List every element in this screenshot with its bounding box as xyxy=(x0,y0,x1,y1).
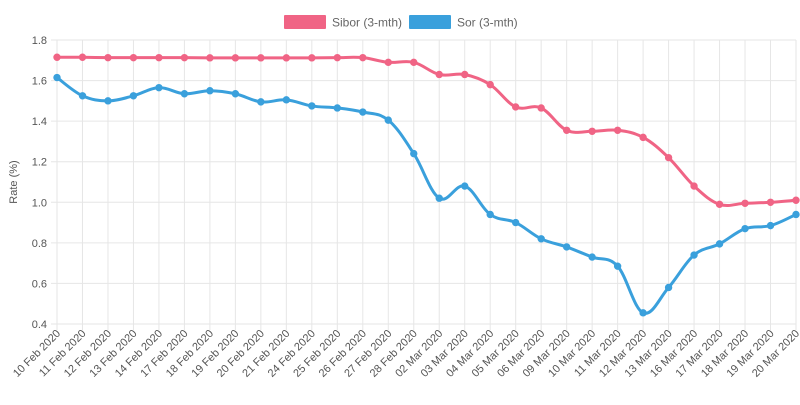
data-point-sibor[interactable] xyxy=(613,126,622,134)
data-point-sibor[interactable] xyxy=(435,70,443,79)
data-point-sibor[interactable] xyxy=(155,53,163,62)
data-point-sor[interactable] xyxy=(486,210,494,219)
data-point-sibor[interactable] xyxy=(257,54,265,62)
data-point-sibor[interactable] xyxy=(562,126,571,134)
data-point-sor[interactable] xyxy=(282,96,291,104)
data-point-sibor[interactable] xyxy=(511,103,520,111)
y-tick-label: 0.4 xyxy=(32,319,47,331)
legend-swatch-sor xyxy=(409,15,451,29)
data-point-sibor[interactable] xyxy=(410,58,418,67)
y-tick-label: 1.8 xyxy=(32,35,47,47)
series-sor xyxy=(53,73,800,317)
data-point-sibor[interactable] xyxy=(486,80,494,89)
series-line-sibor xyxy=(55,55,798,208)
data-point-sibor[interactable] xyxy=(333,53,342,62)
data-point-sor[interactable] xyxy=(537,235,545,243)
data-point-sor[interactable] xyxy=(562,243,571,251)
legend-item-sor[interactable]: Sor (3-mth) xyxy=(409,15,518,30)
y-tick-label: 1.0 xyxy=(32,197,47,209)
series-layer xyxy=(53,53,800,317)
data-point-sor[interactable] xyxy=(766,221,775,230)
data-point-sor[interactable] xyxy=(741,224,749,233)
data-point-sibor[interactable] xyxy=(384,58,392,67)
data-point-sor[interactable] xyxy=(384,116,392,124)
data-point-sibor[interactable] xyxy=(78,53,87,61)
data-point-sor[interactable] xyxy=(359,108,367,116)
data-point-sibor[interactable] xyxy=(308,54,316,62)
legend-item-sibor[interactable]: Sibor (3-mth) xyxy=(284,15,402,30)
data-point-sibor[interactable] xyxy=(766,198,775,206)
series-sibor xyxy=(53,53,800,209)
legend-label-sor: Sor (3-mth) xyxy=(457,16,518,30)
y-tick-label: 0.6 xyxy=(32,278,47,290)
data-point-sibor[interactable] xyxy=(129,53,138,62)
data-point-sor[interactable] xyxy=(308,102,316,110)
data-point-sibor[interactable] xyxy=(741,199,749,208)
data-point-sibor[interactable] xyxy=(53,53,61,61)
data-point-sor[interactable] xyxy=(257,98,265,106)
data-point-sibor[interactable] xyxy=(690,182,698,190)
y-axis-ticks: 1.8 1.6 1.4 1.2 1.0 0.8 0.6 0.4 xyxy=(32,35,47,331)
data-point-sibor[interactable] xyxy=(715,200,724,209)
data-point-sibor[interactable] xyxy=(588,127,596,135)
data-point-sor[interactable] xyxy=(715,240,724,248)
data-point-sibor[interactable] xyxy=(792,196,800,204)
y-tick-label: 1.2 xyxy=(32,157,47,169)
data-point-sor[interactable] xyxy=(792,210,800,219)
data-point-sibor[interactable] xyxy=(639,133,647,142)
chart-grid xyxy=(51,39,797,330)
data-point-sibor[interactable] xyxy=(104,53,112,62)
data-point-sibor[interactable] xyxy=(206,54,214,62)
legend-swatch-sibor xyxy=(284,15,326,29)
data-point-sor[interactable] xyxy=(53,73,61,82)
data-point-sibor[interactable] xyxy=(537,104,545,112)
data-point-sor[interactable] xyxy=(410,149,418,158)
data-point-sor[interactable] xyxy=(639,309,647,317)
data-point-sibor[interactable] xyxy=(359,53,367,62)
data-point-sor[interactable] xyxy=(690,251,698,259)
y-tick-label: 0.8 xyxy=(32,238,47,250)
chart-legend: Sibor (3-mth) Sor (3-mth) xyxy=(284,15,518,30)
y-tick-label: 1.4 xyxy=(32,116,47,128)
data-point-sor[interactable] xyxy=(333,104,342,112)
series-line-sor xyxy=(55,76,798,315)
data-point-sor[interactable] xyxy=(155,83,163,92)
y-axis-title: Rate (%) xyxy=(8,160,20,203)
data-point-sor[interactable] xyxy=(129,92,138,100)
data-point-sor[interactable] xyxy=(104,97,112,105)
legend-label-sibor: Sibor (3-mth) xyxy=(332,16,402,30)
data-point-sor[interactable] xyxy=(664,283,673,292)
data-point-sor[interactable] xyxy=(231,90,240,98)
data-point-sibor[interactable] xyxy=(231,54,240,62)
data-point-sor[interactable] xyxy=(180,90,189,98)
y-tick-label: 1.6 xyxy=(32,76,47,88)
data-point-sor[interactable] xyxy=(588,253,596,261)
data-point-sor[interactable] xyxy=(435,194,443,202)
data-point-sibor[interactable] xyxy=(180,53,189,62)
data-point-sor[interactable] xyxy=(206,87,214,95)
data-point-sor[interactable] xyxy=(613,262,622,270)
data-point-sibor[interactable] xyxy=(282,54,291,62)
data-point-sor[interactable] xyxy=(78,92,87,100)
data-point-sor[interactable] xyxy=(511,218,520,227)
data-point-sibor[interactable] xyxy=(461,70,469,79)
data-point-sor[interactable] xyxy=(461,182,469,190)
data-point-sibor[interactable] xyxy=(664,153,673,162)
